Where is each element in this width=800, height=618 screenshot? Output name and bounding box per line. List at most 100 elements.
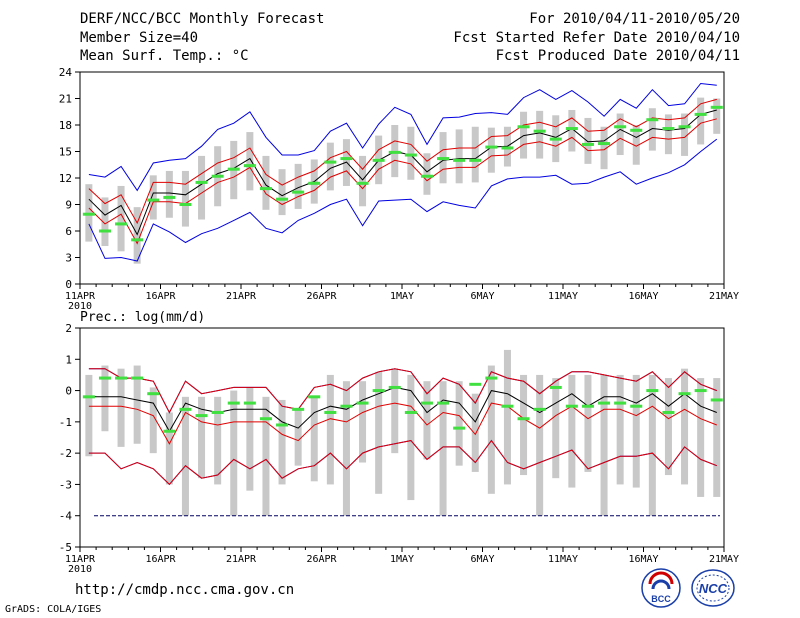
median-marker <box>131 376 144 380</box>
lower-quantile-line <box>88 439 717 486</box>
member-bar <box>391 368 399 454</box>
member-bar <box>681 368 689 485</box>
member-bar <box>198 155 206 220</box>
member-bar <box>262 155 270 210</box>
y-tick-label: 21 <box>59 93 72 106</box>
forecast-period: For 2010/04/11-2010/05/20 <box>529 11 740 27</box>
ensemble-mean-line <box>88 109 717 236</box>
member-bar <box>423 381 431 460</box>
median-marker <box>581 142 594 146</box>
y-tick-label: 9 <box>65 199 72 212</box>
median-marker <box>195 180 208 184</box>
member-bar <box>101 365 109 432</box>
refer-date: Fcst Started Refer Date 2010/04/10 <box>453 30 740 46</box>
median-marker <box>533 407 546 411</box>
median-marker <box>259 417 272 421</box>
member-bar <box>278 399 286 485</box>
member-bar <box>407 126 415 180</box>
member-bar <box>616 374 624 485</box>
x-tick-label: 11MAY <box>548 291 578 302</box>
member-bar <box>246 387 254 491</box>
ncc-logo-text: NCC <box>699 581 728 596</box>
member-bar <box>648 108 656 151</box>
median-marker <box>372 158 385 162</box>
median-marker <box>598 401 611 405</box>
median-marker <box>227 401 240 405</box>
y-tick-label: -5 <box>59 541 72 554</box>
median-marker <box>211 410 224 414</box>
median-marker <box>276 423 289 427</box>
x-tick-label: 1MAY <box>390 291 414 302</box>
member-bar <box>149 387 157 454</box>
member-bar <box>310 396 318 482</box>
median-marker <box>131 238 144 242</box>
median-marker <box>308 181 321 185</box>
member-bar <box>681 113 689 156</box>
member-bar <box>326 142 334 191</box>
median-marker <box>485 376 498 380</box>
lower-spread-line <box>88 118 717 245</box>
member-bar <box>294 163 302 209</box>
median-marker <box>324 160 337 164</box>
plot-frame <box>79 327 725 548</box>
member-bar <box>359 381 367 463</box>
variable-label: Mean Surf. Temp.: °C <box>80 48 249 64</box>
member-bar <box>713 98 721 134</box>
x-tick-label: 21APR <box>226 291 257 302</box>
panel-title: Prec.: log(mm/d) <box>80 310 205 325</box>
x-tick-label: 16APR <box>145 291 176 302</box>
median-marker <box>549 385 562 389</box>
y-tick-label: -3 <box>59 478 72 491</box>
member-bar <box>85 374 93 457</box>
member-bar <box>455 129 463 184</box>
member-bar <box>262 396 270 516</box>
upper-spread-line <box>88 98 717 225</box>
member-bar <box>600 126 608 170</box>
member-bar <box>165 412 173 485</box>
member-bar <box>487 365 495 494</box>
median-marker <box>340 157 353 161</box>
median-marker <box>501 404 514 408</box>
x-tick-label: 21MAY <box>709 554 739 565</box>
min-envelope-line <box>88 138 718 262</box>
median-marker <box>614 401 627 405</box>
member-size-label: Member Size=40 <box>80 30 199 46</box>
source-url[interactable]: http://cmdp.ncc.cma.gov.cn <box>75 582 295 598</box>
median-marker <box>179 407 192 411</box>
median-marker <box>694 112 707 116</box>
median-marker <box>388 150 401 154</box>
median-marker <box>147 392 160 396</box>
member-bar <box>117 185 125 252</box>
y-tick-label: -4 <box>59 510 73 523</box>
y-tick-label: 24 <box>59 66 73 79</box>
median-marker <box>356 401 369 405</box>
median-marker <box>517 417 530 421</box>
member-bar <box>278 169 286 216</box>
y-tick-label: 12 <box>59 172 72 185</box>
x-tick-label: 11APR <box>65 291 96 302</box>
panel-temperature: 0 3 6 9 12 15 18 21 24 11APR 16APR 21APR 26APR 1MAY 6M… <box>59 66 739 312</box>
median-marker <box>82 212 95 216</box>
member-bar <box>536 374 544 516</box>
max-envelope-line <box>88 82 717 192</box>
member-bar <box>536 110 544 159</box>
grads-credit: GrADS: COLA/IGES <box>5 604 102 615</box>
member-bar <box>375 371 383 494</box>
y-tick-label: 1 <box>65 353 72 366</box>
median-marker <box>82 395 95 399</box>
median-marker <box>437 157 450 161</box>
median-marker <box>614 125 627 129</box>
median-marker <box>710 398 723 402</box>
median-marker <box>630 404 643 408</box>
member-bar <box>664 378 672 476</box>
x-tick-label: 11MAY <box>548 554 578 565</box>
member-bar <box>294 409 302 466</box>
member-bar <box>600 374 608 516</box>
member-bar <box>198 396 206 479</box>
panel-precipitation: -5 -4 -3 -2 -1 0 1 2 11APR 16APR 21APR 26APR 1MAY 6MA… <box>59 310 739 575</box>
x-tick-label: 16MAY <box>628 291 658 302</box>
y-tick-label: 15 <box>59 146 72 159</box>
median-marker <box>388 385 401 389</box>
member-bar <box>117 368 125 447</box>
member-bar <box>664 114 672 155</box>
